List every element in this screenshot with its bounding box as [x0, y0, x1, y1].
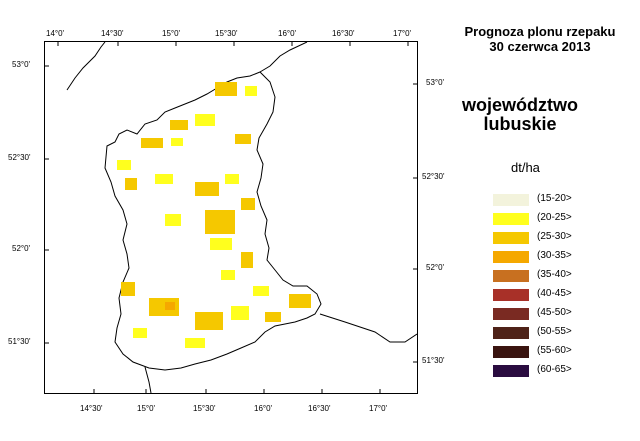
tick-label-top: 17°0' [393, 29, 412, 38]
yield-cluster [165, 214, 181, 226]
yield-pixels [117, 82, 311, 348]
tick-label-bottom: 16°30' [308, 404, 331, 413]
yield-cluster [195, 182, 219, 196]
yield-cluster [121, 282, 135, 296]
tick-label-right: 52°0' [426, 263, 445, 272]
yield-cluster [241, 198, 255, 210]
tick-label-bottom: 15°0' [137, 404, 156, 413]
yield-cluster [185, 338, 205, 348]
legend-label: (40-45> [537, 288, 572, 299]
tick-label-right: 53°0' [426, 78, 445, 87]
tick-label-left: 52°0' [12, 244, 31, 253]
neighbour-border-north [66, 42, 106, 91]
region-name: województwo lubuskie [440, 96, 600, 134]
legend-swatch [493, 194, 529, 206]
region-line-1: województwo [462, 95, 578, 115]
legend-item: (20-25> [493, 212, 613, 226]
yield-cluster [165, 302, 175, 310]
tick-label-top: 14°0' [46, 29, 65, 38]
tick-label-top: 14°30' [101, 29, 124, 38]
yield-cluster [215, 82, 237, 96]
map-title: Prognoza plonu rzepaku 30 czerwca 2013 [445, 24, 635, 54]
legend-label: (25-30> [537, 231, 572, 242]
yield-cluster [245, 86, 257, 96]
tick-label-right: 52°30' [422, 172, 445, 181]
yield-cluster [195, 312, 223, 330]
legend-swatch [493, 232, 529, 244]
legend-swatch [493, 365, 529, 377]
yield-cluster [155, 174, 173, 184]
tick-label-top: 16°30' [332, 29, 355, 38]
tick-label-bottom: 15°30' [193, 404, 216, 413]
legend-label: (60-65> [537, 364, 572, 375]
legend-item: (60-65> [493, 364, 613, 378]
legend-label: (50-55> [537, 326, 572, 337]
yield-cluster [117, 160, 131, 170]
legend-label: (30-35> [537, 250, 572, 261]
legend-item: (40-45> [493, 288, 613, 302]
yield-cluster [231, 306, 249, 320]
map-panel [44, 41, 418, 394]
tick-label-right: 51°30' [422, 356, 445, 365]
tick-label-bottom: 14°30' [80, 404, 103, 413]
yield-cluster [205, 210, 235, 234]
legend-item: (45-50> [493, 307, 613, 321]
yield-cluster [253, 286, 269, 296]
legend-swatch [493, 308, 529, 320]
legend-swatch [493, 327, 529, 339]
yield-cluster [241, 252, 253, 268]
yield-cluster [171, 138, 183, 146]
legend-item: (50-55> [493, 326, 613, 340]
yield-cluster [170, 120, 188, 130]
legend-swatch [493, 346, 529, 358]
tick-label-left: 53°0' [12, 60, 31, 69]
neighbour-border-northeast [259, 42, 308, 73]
legend-item: (25-30> [493, 231, 613, 245]
title-line-1: Prognoza plonu rzepaku [464, 24, 616, 39]
yield-cluster [125, 178, 137, 190]
yield-cluster [195, 114, 215, 126]
yield-cluster [289, 294, 311, 308]
legend-unit: dt/ha [511, 160, 540, 175]
legend-item: (15-20> [493, 193, 613, 207]
title-line-2: 30 czerwca 2013 [489, 39, 591, 54]
legend-label: (20-25> [537, 212, 572, 223]
tick-label-top: 16°0' [278, 29, 297, 38]
tick-label-bottom: 16°0' [254, 404, 273, 413]
tick-label-top: 15°30' [215, 29, 238, 38]
yield-cluster [210, 238, 232, 250]
yield-cluster [133, 328, 147, 338]
legend-item: (30-35> [493, 250, 613, 264]
yield-cluster [221, 270, 235, 280]
yield-cluster [225, 174, 239, 184]
tick-label-left: 52°30' [8, 153, 31, 162]
yield-cluster [265, 312, 281, 322]
yield-cluster [141, 138, 163, 148]
legend-label: (55-60> [537, 345, 572, 356]
frame-ticks [45, 42, 417, 393]
legend-label: (35-40> [537, 269, 572, 280]
neighbour-border-south [144, 366, 152, 393]
tick-label-bottom: 17°0' [369, 404, 388, 413]
legend-swatch [493, 251, 529, 263]
legend-label: (15-20> [537, 193, 572, 204]
legend-swatch [493, 289, 529, 301]
legend-item: (35-40> [493, 269, 613, 283]
legend-swatch [493, 213, 529, 225]
legend-swatch [493, 270, 529, 282]
legend-item: (55-60> [493, 345, 613, 359]
region-line-2: lubuskie [483, 114, 557, 134]
yield-cluster [235, 134, 251, 144]
legend-label: (45-50> [537, 307, 572, 318]
map-svg [45, 42, 417, 393]
tick-label-top: 15°0' [162, 29, 181, 38]
tick-label-left: 51°30' [8, 337, 31, 346]
neighbour-border-east [319, 313, 417, 343]
